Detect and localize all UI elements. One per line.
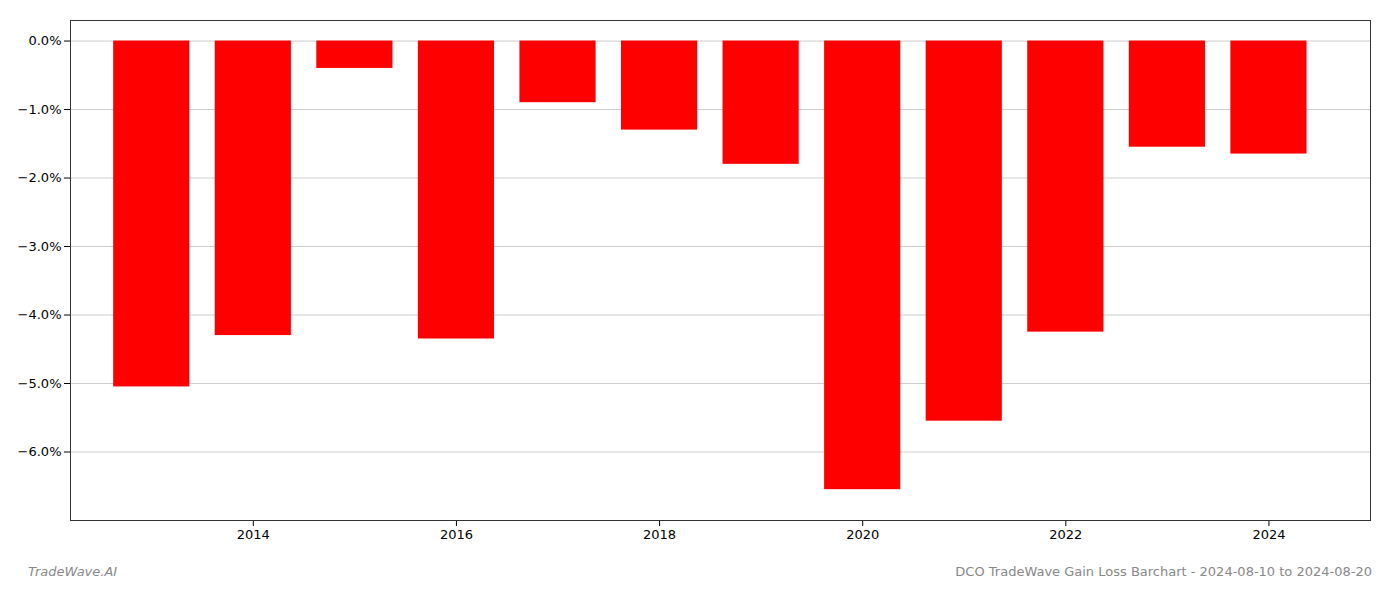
- svg-text:−2.0%: −2.0%: [18, 170, 62, 185]
- svg-text:2014: 2014: [237, 527, 270, 542]
- svg-text:2020: 2020: [846, 527, 879, 542]
- svg-text:2016: 2016: [440, 527, 473, 542]
- svg-text:2022: 2022: [1049, 527, 1082, 542]
- html-text:TradeWave.AI: TradeWave.AI: [28, 564, 118, 579]
- svg-text:−6.0%: −6.0%: [18, 444, 62, 459]
- svg-text:2024: 2024: [1252, 527, 1285, 542]
- svg-text:−5.0%: −5.0%: [18, 376, 62, 391]
- svg-text:−3.0%: −3.0%: [18, 239, 62, 254]
- svg-text:2018: 2018: [643, 527, 676, 542]
- svg-text:−1.0%: −1.0%: [18, 102, 62, 117]
- svg-text:0.0%: 0.0%: [28, 33, 61, 48]
- html-text:DCO TradeWave Gain Loss Barcha: DCO TradeWave Gain Loss Barchart - 2024-…: [955, 564, 1372, 579]
- svg-text:−4.0%: −4.0%: [18, 307, 62, 322]
